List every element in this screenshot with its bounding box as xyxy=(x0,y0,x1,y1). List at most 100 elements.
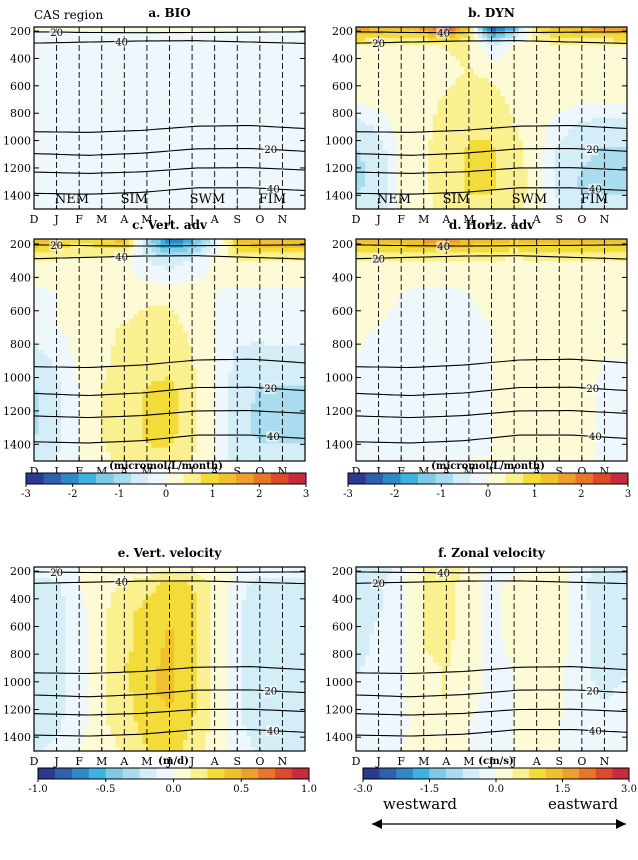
contour-label: 40 xyxy=(267,185,280,196)
x-tick-label: A xyxy=(441,213,451,226)
x-tick-label: N xyxy=(600,465,610,478)
x-tick-label: A xyxy=(532,465,542,478)
colorbar-unit: (micromol/L/month) xyxy=(431,461,545,472)
contour-label-bg xyxy=(263,144,277,156)
contour-label-bg xyxy=(588,183,602,195)
colorbar-swatch xyxy=(258,768,276,779)
colorbar-label: -3 xyxy=(343,489,353,500)
colorbar-swatch xyxy=(113,473,132,484)
heatmap-field: 40 20 20 40 NEM SIM SWM FIM xyxy=(356,27,627,209)
contour-label-bg xyxy=(588,725,602,737)
x-tick-label: J xyxy=(375,213,380,226)
x-tick-label: J xyxy=(166,213,171,226)
colorbar-label: 2 xyxy=(578,489,584,500)
y-tick-label: 1200 xyxy=(3,162,31,175)
x-tick-label: S xyxy=(555,213,563,226)
contour-label-bg xyxy=(114,36,128,48)
contour-label-bg xyxy=(114,251,128,263)
colorbar-label: 2 xyxy=(256,489,262,500)
contour-line xyxy=(356,689,627,698)
x-tick-label: J xyxy=(189,755,194,768)
y-tick-label: 1200 xyxy=(3,405,31,418)
y-tick-label: 200 xyxy=(10,238,31,251)
contour-label-bg xyxy=(371,577,385,589)
x-tick-label: J xyxy=(53,213,58,226)
x-tick-label: J xyxy=(488,213,493,226)
colorbar-label: 0.5 xyxy=(233,784,249,795)
contour-line xyxy=(356,386,627,397)
colorbar-swatch xyxy=(383,473,401,484)
colorbar-swatch xyxy=(429,768,447,779)
x-tick-label: A xyxy=(119,755,129,768)
x-tick-label: O xyxy=(577,755,586,768)
colorbar-swatch xyxy=(292,768,310,779)
colorbar-swatch xyxy=(78,473,97,484)
direction-east-label: eastward xyxy=(548,795,618,813)
contour-line xyxy=(34,187,305,195)
contour-label: 40 xyxy=(267,432,280,443)
contour-line xyxy=(356,729,627,737)
contour-line xyxy=(34,434,305,444)
x-tick-label: S xyxy=(233,213,241,226)
colorbar-label: 1 xyxy=(531,489,537,500)
colorbar-swatch xyxy=(379,768,397,779)
colorbar-swatch xyxy=(207,768,225,779)
y-tick-label: 400 xyxy=(10,52,31,65)
x-tick-label: M xyxy=(463,465,474,478)
x-tick-label: S xyxy=(233,465,241,478)
colorbar-swatch xyxy=(575,473,594,484)
y-tick-label: 1000 xyxy=(325,372,353,385)
contour-label-bg xyxy=(436,240,450,252)
contour-line xyxy=(356,147,627,156)
contour-label: 40 xyxy=(267,726,280,737)
contour-label: 40 xyxy=(589,185,602,196)
y-tick-label: 1400 xyxy=(325,438,353,451)
contour-label-bg xyxy=(588,431,602,443)
colorbar-swatch xyxy=(365,473,384,484)
x-tick-label: D xyxy=(352,213,361,226)
colorbar-unit: (micromol/L/month) xyxy=(109,461,223,472)
colorbar-label: -2 xyxy=(68,489,78,500)
y-tick-label: 1200 xyxy=(325,405,353,418)
y-tick-label: 1400 xyxy=(3,438,31,451)
colorbar-swatch xyxy=(43,473,62,484)
x-tick-label: F xyxy=(397,755,405,768)
panel-bio: 20 40 20 40 NEM SIM SWM FIM 200 400 600 800 1000 1200… xyxy=(3,6,306,226)
colorbar-swatch xyxy=(595,768,613,779)
monsoon-label: SIM xyxy=(121,192,148,207)
contour-line xyxy=(356,167,627,174)
contour-line xyxy=(356,31,627,34)
colorbar-label: 0 xyxy=(163,489,169,500)
x-tick-label: M xyxy=(463,213,474,226)
contour-label: 20 xyxy=(372,254,385,265)
y-tick-label: 1200 xyxy=(325,162,353,175)
contour-label: 20 xyxy=(264,687,277,698)
contour-line xyxy=(34,244,305,247)
panel-title: e. Vert. velocity xyxy=(118,546,223,560)
x-tick-label: D xyxy=(352,465,361,478)
contour-label-bg xyxy=(371,253,385,265)
contour-line xyxy=(356,434,627,444)
contour-line xyxy=(356,580,627,585)
x-tick-label: J xyxy=(375,465,380,478)
y-tick-label: 1400 xyxy=(325,731,353,744)
x-tick-label: A xyxy=(441,465,451,478)
monsoon-label: NEM xyxy=(55,192,89,207)
x-tick-label: A xyxy=(119,213,129,226)
colorbar-swatch xyxy=(579,768,597,779)
y-tick-label: 1000 xyxy=(325,135,353,148)
y-tick-label: 200 xyxy=(332,238,353,251)
colorbar-swatch xyxy=(139,768,157,779)
colorbar-swatch xyxy=(253,473,272,484)
x-tick-label: S xyxy=(555,755,563,768)
y-tick-label: 1200 xyxy=(3,703,31,716)
x-tick-label: F xyxy=(397,465,405,478)
contour-line xyxy=(356,571,627,574)
x-tick-label: M xyxy=(141,755,152,768)
x-tick-label: J xyxy=(166,755,171,768)
contour-label: 20 xyxy=(586,145,599,156)
colorbar-swatch xyxy=(505,473,524,484)
y-tick-label: 1200 xyxy=(325,703,353,716)
x-tick-label: M xyxy=(418,465,429,478)
heatmap-field: 20 40 20 40 NEM SIM SWM FIM xyxy=(34,27,305,209)
